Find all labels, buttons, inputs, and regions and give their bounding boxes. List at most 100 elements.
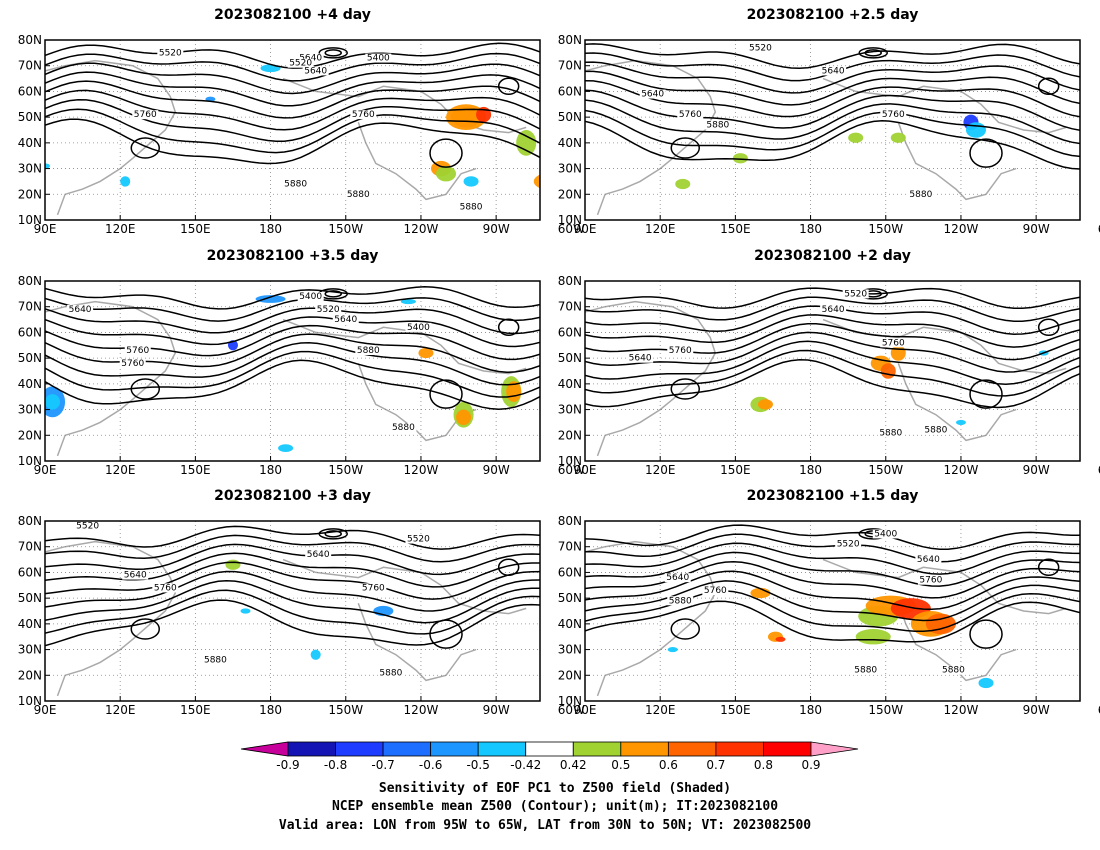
colorbar-box [382, 741, 432, 757]
map-panel: 2023082100 +2 day 5520 5640 5640 5760 5760 588… [558, 248, 1100, 477]
shaded-region [278, 444, 294, 452]
lat-tick-label: 10N [558, 213, 582, 227]
lat-tick-label: 30N [558, 162, 582, 176]
colorbar-low-arrow [240, 741, 289, 757]
panel-title: 2023082100 +4 day [214, 7, 371, 23]
lon-tick-label: 120E [645, 463, 676, 477]
lon-tick-label: 120E [105, 222, 136, 236]
panel-frame [584, 280, 1081, 462]
contour-label: 5400 [367, 54, 390, 64]
lon-tick-label: 180 [799, 222, 822, 236]
contour-label: 5640 [822, 66, 845, 76]
lat-tick-label: 40N [558, 136, 582, 150]
colorbar-tick-label: -0.6 [419, 758, 442, 772]
contour-label: 5880 [460, 203, 483, 213]
lat-tick-label: 10N [558, 694, 582, 708]
coastlines [45, 59, 527, 216]
contour-label: 5640 [822, 305, 845, 315]
lon-tick-label: 150E [180, 463, 211, 477]
contour-label: 5520 [76, 522, 99, 532]
lon-tick-label: 150W [868, 463, 903, 477]
lon-tick-label: 180 [799, 463, 822, 477]
coastlines [585, 59, 1067, 216]
lon-tick-label: 90W [1023, 703, 1050, 717]
contour-labels: 5520 5640 5640 5760 5760 5880 5880 [627, 289, 949, 438]
lon-tick-label: 180 [259, 703, 282, 717]
contour-label: 5760 [679, 110, 702, 120]
shaded-region [675, 178, 691, 190]
contour-labels: 5520 5640 5640 5760 5880 5760 5880 [639, 43, 934, 200]
map-panel: 2023082100 +3 day 5520 5520 5640 5640 5760 576… [18, 488, 585, 717]
contour-label: 5880 [379, 668, 402, 678]
contour-label: 5760 [352, 110, 375, 120]
contour-label: 5520 [837, 540, 860, 550]
lat-tick-label: 20N [18, 187, 42, 201]
lon-tick-label: 150W [328, 463, 363, 477]
lat-tick-label: 70N [558, 300, 582, 314]
colorbar-box [430, 741, 479, 757]
contour-label: 5760 [704, 586, 727, 596]
panel-title: 2023082100 +2 day [754, 248, 911, 264]
contour-label: 5400 [299, 292, 322, 302]
lat-tick-label: 30N [558, 403, 582, 417]
lat-tick-label: 20N [558, 187, 582, 201]
contour-label: 5640 [124, 571, 147, 581]
lat-tick-label: 60N [18, 325, 42, 339]
lon-tick-label: 60W [558, 703, 585, 717]
z500-contours [585, 524, 1080, 649]
lat-tick-label: 60N [18, 84, 42, 98]
lon-tick-label: 180 [259, 463, 282, 477]
contour-label: 5760 [121, 359, 144, 369]
contour-label: 5640 [304, 66, 327, 76]
shaded-region [240, 608, 251, 614]
lon-tick-label: 60W [558, 463, 585, 477]
contour-label: 5640 [641, 90, 664, 100]
panel-frame [44, 39, 541, 221]
lon-tick-label: 120W [404, 703, 439, 717]
contour-label: 5880 [347, 190, 370, 200]
lat-tick-label: 80N [558, 514, 582, 528]
lon-tick-label: 150E [720, 463, 751, 477]
shaded-region [667, 647, 678, 653]
shaded-region [418, 347, 434, 359]
lon-tick-label: 90W [1023, 463, 1050, 477]
contour-label: 5880 [854, 666, 877, 676]
shaded-region [400, 299, 416, 305]
colorbar-tick-label: 0.9 [801, 758, 820, 772]
colorbar-tick-label: 0.42 [560, 758, 587, 772]
lat-tick-label: 30N [558, 643, 582, 657]
shaded-region [446, 104, 487, 130]
lat-tick-label: 40N [558, 377, 582, 391]
lon-tick-label: 90W [483, 463, 510, 477]
colorbar-tick-label: -0.5 [466, 758, 489, 772]
contour-labels: 5400 5520 5640 5640 5760 5760 5880 5880 5880 [664, 529, 967, 676]
z500-contours [45, 42, 540, 168]
map-panels: 2023082100 +4 day 5520 5640 5520 5400 5640 576… [18, 7, 1100, 717]
lat-tick-label: 10N [18, 213, 42, 227]
contour-label: 5880 [924, 426, 947, 436]
map-plot-area: 5400 5520 5640 5640 5760 5760 5880 5880 5880 [585, 521, 1080, 701]
lon-tick-label: 150E [720, 222, 751, 236]
contour-label: 5880 [706, 120, 729, 130]
contour-label: 5760 [362, 583, 385, 593]
lat-tick-label: 70N [558, 540, 582, 554]
contour-label: 5640 [917, 555, 940, 565]
contour-label: 5760 [669, 346, 692, 356]
sensitivity-shading [45, 64, 540, 189]
lon-tick-label: 60W [1098, 703, 1100, 717]
caption-line-2: NCEP ensemble mean Z500 (Contour); unit(… [332, 799, 778, 814]
map-plot-area: 5520 5640 5640 5760 5880 5760 5880 [585, 40, 1080, 220]
lat-tick-label: 40N [18, 377, 42, 391]
shaded-region [925, 613, 956, 635]
z500-contours [585, 43, 1080, 170]
caption-line-3: Valid area: LON from 95W to 65W, LAT fro… [279, 818, 811, 833]
shaded-region [775, 636, 786, 642]
lat-tick-label: 10N [18, 694, 42, 708]
lat-tick-label: 70N [18, 59, 42, 73]
lat-tick-label: 50N [558, 591, 582, 605]
lon-tick-label: 60W [1098, 463, 1100, 477]
